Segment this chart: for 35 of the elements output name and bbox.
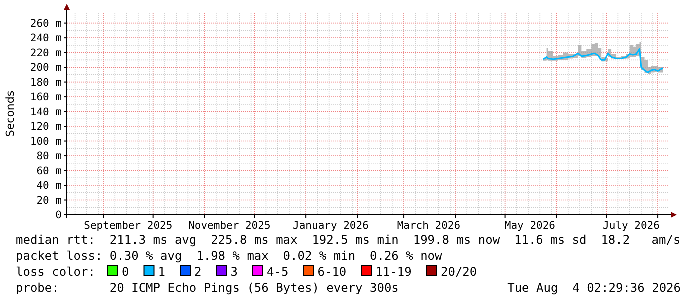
- text: 4-5: [267, 265, 289, 279]
- x-tick-label: July 2026: [603, 220, 660, 232]
- text: probe: 20 ICMP Echo Pings (56 Bytes) every 300s: [16, 281, 399, 295]
- text: 3: [230, 265, 238, 279]
- x-tick-label: March 2026: [397, 220, 461, 232]
- y-tick-label: 200 m: [30, 62, 62, 74]
- text: 6-10: [318, 265, 347, 279]
- y-tick-label: 260 m: [30, 18, 62, 30]
- text: 1: [158, 265, 166, 279]
- y-tick-label: 220 m: [30, 47, 62, 60]
- y-tick-label: 20 m: [36, 194, 62, 207]
- y-tick-label: 240 m: [30, 32, 62, 45]
- text: 2: [194, 265, 202, 279]
- y-tick-label: 60 m: [36, 165, 62, 178]
- y-tick-label: 40 m: [36, 180, 62, 192]
- y-tick-label: 160 m: [30, 92, 62, 104]
- text: loss color:: [16, 265, 96, 279]
- y-tick-label: 80 m: [36, 150, 62, 163]
- x-tick-label: May 2026: [504, 220, 556, 232]
- y-tick-label: 140 m: [30, 106, 62, 118]
- text: Tue Aug 4 02:29:36 2026: [508, 281, 681, 295]
- x-tick-label: January 2026: [293, 220, 369, 232]
- y-tick-label: 0: [56, 210, 62, 222]
- text: 0: [122, 265, 130, 279]
- line-series: [542, 48, 664, 74]
- y-tick-label: 120 m: [30, 121, 62, 134]
- y-tick-label: 180 m: [30, 76, 62, 89]
- x-tick-label: September 2025: [84, 220, 173, 232]
- text: median rtt: 211.3 ms avg 225.8 ms max 192.5 ms min 199.8 ms now 11.6 ms sd 18.2 am/s: [16, 233, 681, 247]
- x-tick-label: November 2025: [188, 220, 271, 232]
- y-axis-title: Seconds: [4, 90, 17, 138]
- text: 11-19: [376, 265, 412, 279]
- text: packet loss: 0.30 % avg 1.98 % max 0.02 % min 0.26 % now: [16, 249, 444, 263]
- y-tick-label: 100 m: [30, 136, 62, 148]
- text: 20/20: [441, 265, 478, 279]
